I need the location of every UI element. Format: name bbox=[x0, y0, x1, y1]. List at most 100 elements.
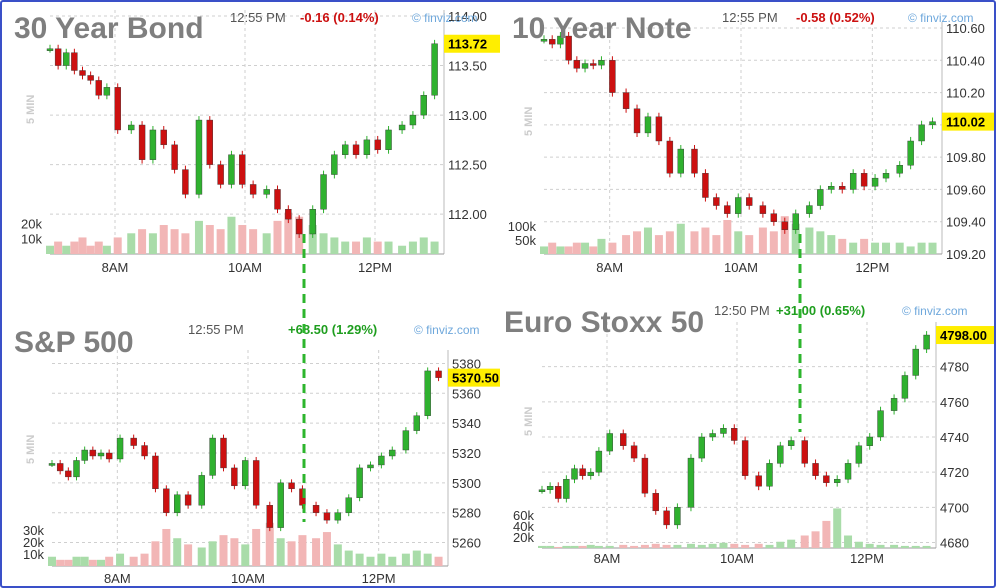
candle-body bbox=[345, 497, 352, 513]
volume-bar bbox=[205, 225, 214, 254]
volume-bar bbox=[129, 556, 138, 566]
volume-bar bbox=[105, 556, 114, 566]
candle-body bbox=[823, 475, 830, 483]
candle-body bbox=[595, 450, 603, 473]
volume-bar bbox=[640, 544, 649, 548]
volume-bar bbox=[127, 233, 136, 254]
volume-bar bbox=[586, 544, 595, 548]
x-tick-label: 8AM bbox=[102, 260, 129, 275]
candle-body bbox=[538, 489, 546, 492]
candle-body bbox=[116, 437, 124, 460]
chart-watermark: © finviz.com bbox=[412, 11, 478, 25]
candle-body bbox=[320, 174, 327, 210]
volume-bar bbox=[697, 544, 706, 548]
volume-bar bbox=[686, 543, 695, 548]
price-tag-bg bbox=[448, 368, 508, 387]
y-tick-label: 4680 bbox=[940, 535, 969, 550]
chart-watermark: © finviz.com bbox=[908, 11, 974, 25]
candle-body bbox=[770, 213, 778, 222]
candle-body bbox=[128, 124, 135, 131]
candle-body bbox=[409, 114, 417, 126]
candle-body bbox=[901, 375, 909, 399]
volume-bar bbox=[849, 242, 858, 254]
volume-bar bbox=[597, 238, 606, 254]
candle-body bbox=[209, 437, 216, 476]
candle-body bbox=[81, 449, 88, 461]
volume-bar bbox=[928, 242, 937, 254]
volume-bar bbox=[734, 231, 743, 254]
candle-body bbox=[557, 35, 564, 45]
candle-body bbox=[312, 505, 320, 513]
volume-bar bbox=[860, 238, 869, 254]
candle-body bbox=[687, 457, 695, 508]
volume-tick-label: 40k bbox=[513, 519, 534, 534]
volume-bar bbox=[665, 231, 674, 254]
chart-title: Euro Stoxx 50 bbox=[504, 306, 704, 339]
volume-bar bbox=[140, 553, 149, 566]
volume-bar bbox=[791, 223, 800, 254]
candle-body bbox=[263, 189, 270, 195]
candle-body bbox=[890, 398, 898, 411]
volume-bar bbox=[88, 559, 97, 566]
candle-body bbox=[71, 52, 78, 71]
candle-body bbox=[746, 197, 753, 206]
x-tick-label: 8AM bbox=[594, 551, 621, 566]
volume-bar bbox=[906, 246, 915, 254]
volume-bar bbox=[113, 237, 122, 254]
volume-bar bbox=[241, 544, 250, 566]
chart-title: 30 Year Bond bbox=[14, 12, 204, 45]
volume-bar bbox=[833, 508, 842, 548]
volume-bar bbox=[765, 544, 774, 548]
candle-body bbox=[877, 410, 884, 438]
volume-bar bbox=[922, 545, 931, 548]
volume-bar bbox=[701, 227, 710, 254]
candle-body bbox=[598, 60, 605, 66]
volume-bar bbox=[194, 220, 203, 254]
candle-body bbox=[309, 209, 316, 235]
volume-bar bbox=[181, 233, 190, 254]
volume-bar bbox=[252, 528, 261, 566]
volume-bar bbox=[62, 245, 71, 254]
candle-body bbox=[46, 48, 54, 51]
volume-bar bbox=[230, 538, 239, 566]
volume-bar bbox=[148, 233, 157, 254]
volume-bar bbox=[97, 559, 105, 566]
candle-body bbox=[759, 205, 767, 214]
volume-bar bbox=[322, 532, 331, 566]
candle-body bbox=[724, 205, 731, 214]
y-tick-label: 109.20 bbox=[946, 247, 986, 262]
volume-bar bbox=[900, 545, 909, 548]
candle-body bbox=[546, 486, 554, 490]
y-tick-label: 5280 bbox=[452, 506, 481, 521]
candle-body bbox=[652, 493, 659, 512]
candle-body bbox=[741, 440, 749, 476]
volume-bar bbox=[633, 231, 642, 254]
volume-bar bbox=[690, 231, 699, 254]
volume-bar bbox=[882, 242, 891, 254]
candle-body bbox=[228, 154, 235, 185]
volume-bar bbox=[238, 225, 247, 254]
timeframe-label: 5 MIN bbox=[25, 95, 37, 124]
candle-body bbox=[385, 129, 392, 150]
y-tick-label: 110.20 bbox=[946, 86, 985, 101]
volume-bar bbox=[265, 522, 274, 566]
candle-body bbox=[702, 173, 709, 198]
candle-body bbox=[644, 116, 652, 134]
candle-body bbox=[735, 197, 742, 214]
candle-body bbox=[929, 121, 936, 126]
volume-bar bbox=[384, 241, 393, 254]
volume-bar bbox=[284, 212, 293, 254]
candle-body bbox=[378, 455, 385, 466]
candle-body bbox=[277, 482, 284, 528]
volume-tick-label: 100k bbox=[508, 219, 537, 234]
chart-change: +68.50 (1.29%) bbox=[288, 322, 377, 337]
x-tick-label: 10AM bbox=[228, 260, 262, 275]
chart-change: -0.58 (0.52%) bbox=[796, 10, 875, 25]
volume-bar bbox=[373, 241, 382, 254]
candle-body bbox=[217, 164, 224, 185]
x-tick-label: 10AM bbox=[720, 551, 754, 566]
volume-bar bbox=[538, 545, 546, 548]
y-tick-label: 109.60 bbox=[946, 182, 986, 197]
volume-bar bbox=[754, 543, 763, 548]
